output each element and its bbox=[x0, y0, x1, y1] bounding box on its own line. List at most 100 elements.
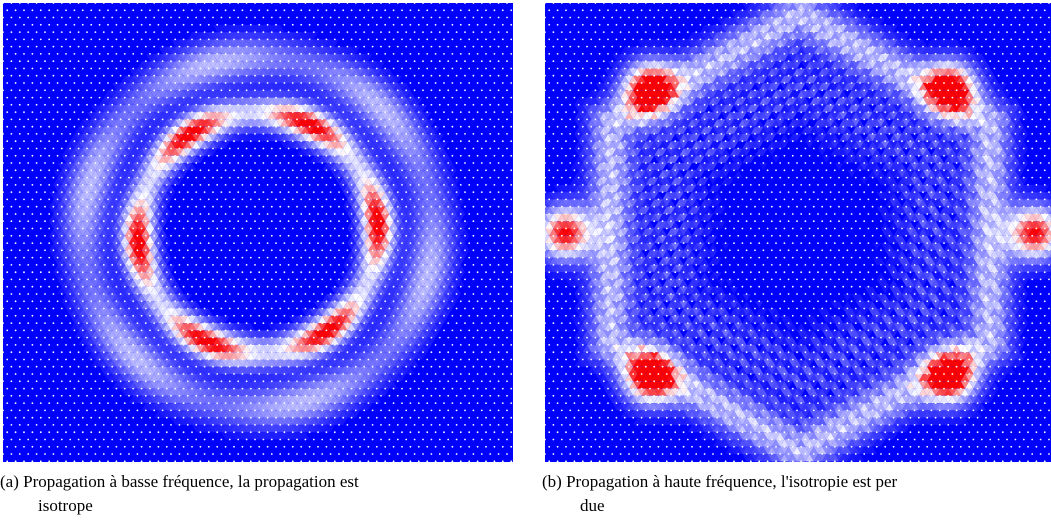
lattice-node bbox=[98, 154, 101, 157]
lattice-cell bbox=[305, 32, 314, 40]
lattice-cell bbox=[66, 243, 75, 251]
lattice-node bbox=[115, 9, 118, 12]
lattice-node bbox=[48, 67, 51, 70]
lattice-cell bbox=[339, 126, 348, 134]
lattice-cell bbox=[187, 53, 197, 62]
lattice-cell bbox=[297, 97, 306, 105]
lattice-cell bbox=[87, 177, 96, 185]
lattice-node bbox=[18, 118, 21, 121]
lattice-node bbox=[371, 103, 374, 106]
lattice-cell bbox=[204, 104, 213, 113]
lattice-cell bbox=[53, 243, 62, 251]
lattice-node bbox=[195, 16, 198, 19]
lattice-node bbox=[459, 9, 462, 12]
lattice-node bbox=[438, 74, 441, 77]
lattice-cell bbox=[108, 264, 117, 273]
lattice-cell bbox=[439, 250, 449, 258]
lattice-node bbox=[300, 154, 303, 157]
lattice-cell bbox=[347, 264, 356, 273]
lattice-node bbox=[472, 133, 475, 135]
lattice-cell bbox=[175, 141, 184, 149]
lattice-node bbox=[359, 53, 361, 55]
lattice-node bbox=[296, 162, 298, 164]
lattice-cell bbox=[154, 250, 163, 258]
lattice-cell bbox=[120, 214, 129, 222]
lattice-cell bbox=[162, 119, 171, 127]
lattice-node bbox=[480, 162, 483, 164]
lattice-node bbox=[262, 89, 265, 92]
lattice-cell bbox=[255, 39, 264, 47]
lattice-cell bbox=[444, 257, 453, 265]
lattice-cell bbox=[66, 301, 75, 309]
lattice-cell bbox=[133, 104, 142, 113]
lattice-node bbox=[186, 31, 189, 33]
lattice-cell bbox=[431, 192, 440, 200]
lattice-node bbox=[254, 162, 256, 164]
lattice-cell bbox=[435, 221, 444, 229]
lattice-node bbox=[81, 9, 84, 12]
lattice-node bbox=[31, 9, 34, 12]
lattice-cell bbox=[288, 68, 297, 76]
lattice-cell bbox=[406, 235, 415, 244]
lattice-cell bbox=[271, 39, 281, 47]
lattice-cell bbox=[129, 155, 138, 163]
lattice-cell bbox=[372, 119, 381, 127]
lattice-cell bbox=[82, 279, 92, 287]
lattice-node bbox=[77, 103, 80, 106]
lattice-cell bbox=[166, 264, 176, 273]
lattice-cell bbox=[70, 279, 79, 287]
lattice-cell bbox=[347, 272, 356, 280]
lattice-node bbox=[149, 53, 151, 55]
lattice-cell bbox=[448, 272, 457, 280]
lattice-cell bbox=[250, 61, 260, 69]
lattice-cell bbox=[124, 184, 134, 193]
lattice-cell bbox=[385, 112, 394, 120]
lattice-node bbox=[165, 125, 168, 128]
lattice-node bbox=[6, 140, 9, 143]
lattice-node bbox=[195, 89, 198, 92]
lattice-cell bbox=[196, 112, 205, 120]
lattice-cell bbox=[183, 97, 192, 105]
lattice-node bbox=[128, 162, 130, 164]
lattice-cell bbox=[158, 184, 167, 193]
lattice-cell bbox=[242, 112, 251, 120]
lattice-cell bbox=[452, 235, 461, 244]
lattice-node bbox=[86, 133, 88, 135]
lattice-cell bbox=[364, 133, 373, 142]
lattice-cell bbox=[364, 61, 373, 69]
lattice-cell bbox=[439, 228, 449, 236]
lattice-node bbox=[506, 74, 508, 77]
lattice-cell bbox=[343, 286, 352, 294]
lattice-node bbox=[480, 74, 483, 77]
lattice-cell bbox=[200, 68, 209, 76]
lattice-cell bbox=[200, 75, 209, 83]
lattice-cell bbox=[91, 119, 100, 127]
lattice-node bbox=[476, 82, 479, 84]
lattice-cell bbox=[435, 257, 444, 265]
lattice-cell bbox=[120, 170, 129, 178]
lattice-node bbox=[241, 169, 244, 172]
lattice-node bbox=[312, 162, 315, 164]
lattice-cell bbox=[276, 32, 285, 40]
lattice-cell bbox=[145, 228, 155, 236]
lattice-cell bbox=[208, 68, 218, 76]
lattice-cell bbox=[301, 83, 310, 91]
lattice-node bbox=[39, 67, 42, 70]
lattice-node bbox=[325, 96, 328, 99]
lattice-cell bbox=[150, 214, 159, 222]
lattice-node bbox=[417, 169, 420, 172]
lattice-cell bbox=[385, 214, 394, 222]
lattice-cell bbox=[439, 221, 449, 229]
lattice-node bbox=[98, 169, 101, 172]
lattice-node bbox=[6, 169, 9, 172]
lattice-node bbox=[18, 45, 21, 48]
lattice-node bbox=[27, 118, 30, 121]
lattice-node bbox=[6, 38, 9, 41]
lattice-cell bbox=[150, 104, 159, 113]
lattice-node bbox=[459, 53, 462, 55]
lattice-cell bbox=[124, 163, 134, 171]
lattice-node bbox=[384, 9, 387, 12]
lattice-cell bbox=[397, 206, 407, 214]
lattice-node bbox=[417, 125, 420, 128]
lattice-cell bbox=[221, 104, 230, 113]
